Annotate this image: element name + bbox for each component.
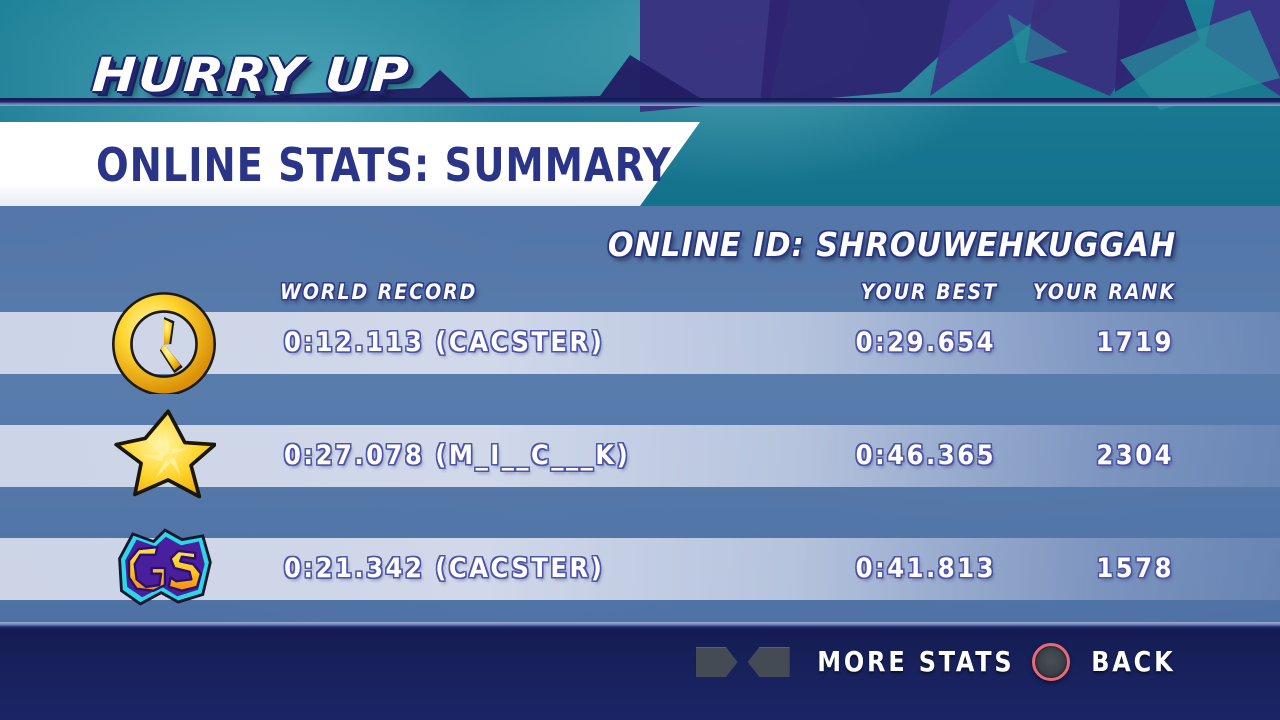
cell-world-record: 0:21.342 (CACSTER) [284, 553, 605, 584]
shoulder-button-right-icon[interactable] [695, 647, 738, 677]
cell-your-rank: 1719 [1096, 327, 1174, 358]
clock-icon [112, 292, 216, 394]
more-stats-label[interactable]: MORE STATS [816, 645, 1015, 678]
circle-button-icon[interactable] [1032, 643, 1071, 681]
column-header-your-best: YOUR BEST [860, 280, 998, 304]
graffiti-soul-gs-icon [118, 528, 212, 606]
top-hud-strip: HURRY UP [0, 0, 1280, 104]
column-header-your-rank: YOUR RANK [1032, 280, 1176, 304]
title-banner [0, 122, 700, 206]
table-row[interactable]: 0:21.342 (CACSTER) 0:41.813 1578 [0, 528, 1280, 606]
column-header-world-record: WORLD RECORD [280, 280, 478, 304]
cell-world-record: 0:27.078 (M_I__C___K) [284, 440, 631, 471]
shoulder-button-left-icon[interactable] [747, 647, 790, 677]
back-label[interactable]: BACK [1091, 645, 1176, 678]
online-id: ONLINE ID: SHROUWEHKUGGAH [607, 225, 1176, 264]
top-divider [0, 98, 1280, 106]
table-row[interactable]: 0:12.113 (CACSTER) 0:29.654 1719 [0, 292, 1280, 394]
cell-your-best: 0:29.654 [855, 327, 996, 358]
stats-panel: ONLINE ID: SHROUWEHKUGGAH WORLD RECORD Y… [0, 206, 1280, 624]
hurry-up-text: HURRY UP [90, 48, 413, 103]
cell-world-record: 0:12.113 (CACSTER) [284, 327, 605, 358]
page-title: ONLINE STATS: SUMMARY [96, 138, 672, 192]
cell-your-rank: 2304 [1096, 440, 1174, 471]
button-hints: MORE STATS BACK [695, 643, 1178, 681]
bottom-button-bar: MORE STATS BACK [0, 630, 1280, 720]
star-icon [114, 409, 216, 499]
cell-your-rank: 1578 [1096, 553, 1174, 584]
bottom-divider [0, 622, 1280, 630]
table-row[interactable]: 0:27.078 (M_I__C___K) 0:46.365 2304 [0, 409, 1280, 499]
cell-your-best: 0:41.813 [855, 553, 996, 584]
cell-your-best: 0:46.365 [855, 440, 996, 471]
